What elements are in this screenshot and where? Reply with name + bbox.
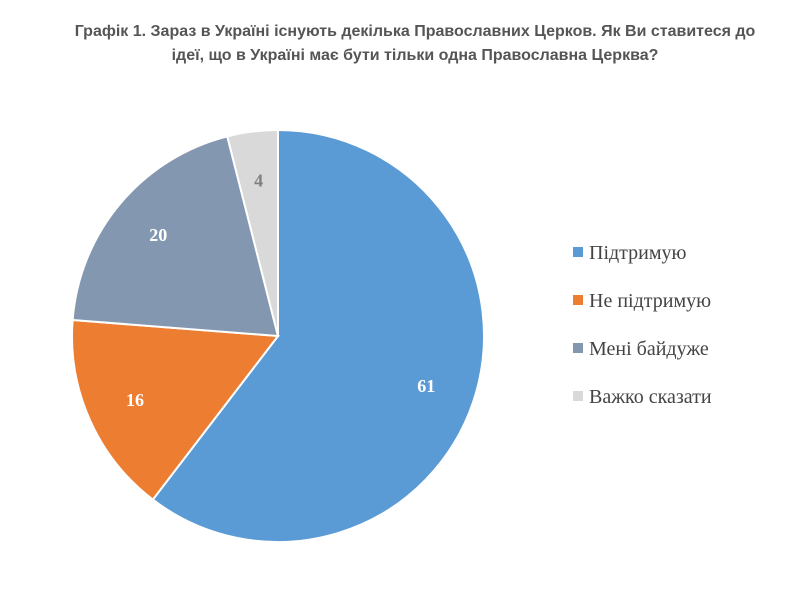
- pie-slices: [71, 128, 485, 543]
- legend: Підтримую Не підтримую Мені байдуже Важко с…: [573, 242, 712, 408]
- chart-title-line-2: ідеї, що в Україні має бути тільки одна …: [171, 47, 659, 64]
- slice-pidtrymuyu: [151, 128, 485, 543]
- data-label-meni-baiduzhe: 20: [149, 225, 167, 245]
- slice-meni-baiduzhe: [71, 135, 280, 338]
- slice-vazhko-skazaty: [226, 128, 279, 337]
- chart-title: Графік 1. Зараз в Україні існують декіль…: [0, 20, 807, 68]
- legend-swatch-ne-pidtrymuyu: [573, 295, 583, 305]
- chart-title-line-1: Графік 1. Зараз в Україні існують декіль…: [74, 23, 756, 40]
- data-label-vazhko-skazaty: 4: [254, 171, 263, 191]
- data-label-pidtrymuyu: 61: [417, 376, 435, 396]
- legend-label-ne-pidtrymuyu: Не підтримую: [589, 290, 711, 312]
- pie-slice-labels: 61 16 20 4: [126, 171, 435, 410]
- legend-swatch-vazhko-skazaty: [573, 391, 583, 401]
- legend-label-pidtrymuyu: Підтримую: [589, 242, 687, 264]
- legend-swatch-pidtrymuyu: [573, 247, 583, 257]
- data-label-ne-pidtrymuyu: 16: [126, 390, 144, 410]
- legend-swatch-meni-baiduzhe: [573, 343, 583, 353]
- slice-ne-pidtrymuyu: [71, 318, 280, 501]
- legend-label-meni-baiduzhe: Мені байдуже: [589, 338, 709, 360]
- legend-label-vazhko-skazaty: Важко сказати: [589, 386, 712, 408]
